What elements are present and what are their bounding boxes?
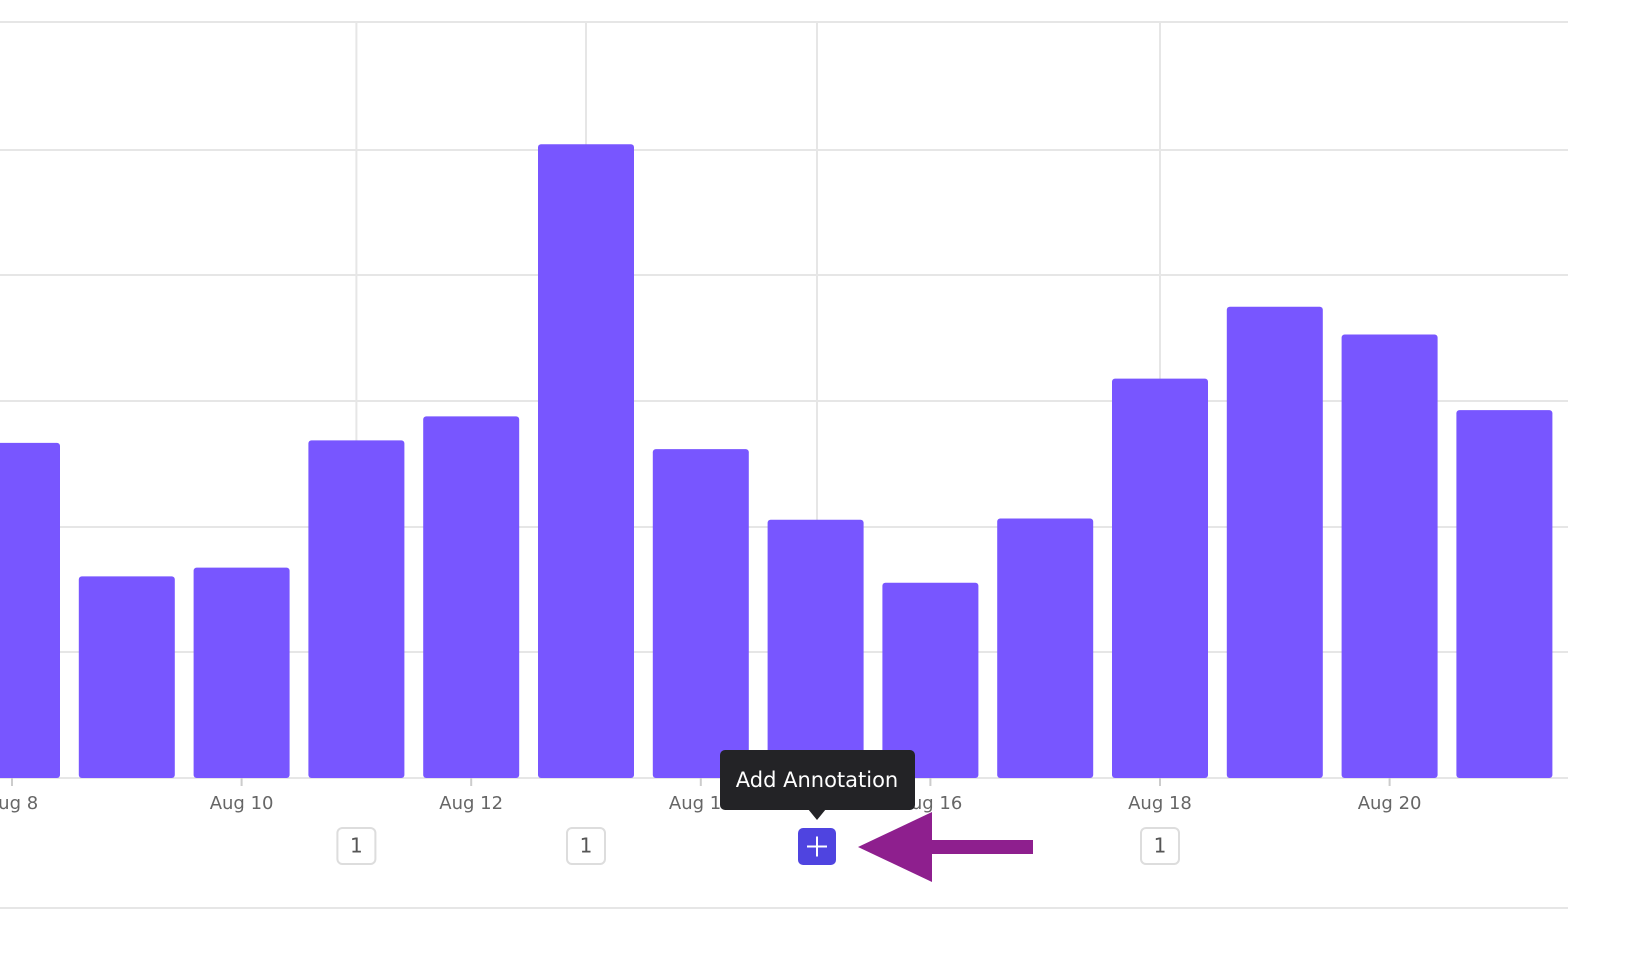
bar — [1456, 410, 1553, 778]
bar — [308, 440, 405, 778]
bar — [423, 416, 520, 778]
bar — [1112, 378, 1208, 778]
bar — [78, 576, 175, 778]
tooltip: Add Annotation — [720, 750, 915, 820]
bar — [997, 518, 1094, 778]
annotation-count: 1 — [350, 834, 363, 858]
x-tick-label: Aug 12 — [439, 793, 503, 814]
annotation-count: 1 — [1154, 834, 1167, 858]
arrow — [858, 812, 1033, 882]
bar — [538, 144, 634, 779]
plus-icon — [807, 836, 827, 857]
x-tick-label: Aug 14 — [669, 793, 733, 814]
arrow-head — [858, 812, 932, 882]
x-tick-label: Aug 8 — [0, 793, 38, 814]
tooltip-pointer — [808, 809, 826, 820]
bar — [1226, 306, 1323, 778]
annotation-badge[interactable] — [566, 827, 606, 865]
bar — [1341, 334, 1438, 778]
x-tick-label: Aug 20 — [1358, 793, 1422, 814]
x-tick-label: Aug 10 — [210, 793, 274, 814]
bar — [0, 442, 60, 778]
annotation-badge[interactable] — [336, 827, 377, 865]
bar — [193, 567, 290, 778]
bar — [767, 519, 864, 778]
bar — [652, 449, 749, 778]
annotation-count: 1 — [580, 834, 593, 858]
bar — [882, 582, 979, 778]
tooltip-box — [720, 750, 915, 810]
annotation-badge[interactable] — [1140, 827, 1180, 865]
x-tick-label: Aug 18 — [1128, 793, 1192, 814]
tooltip-text: Add Annotation — [736, 768, 899, 792]
arrow-shaft — [928, 840, 1033, 854]
